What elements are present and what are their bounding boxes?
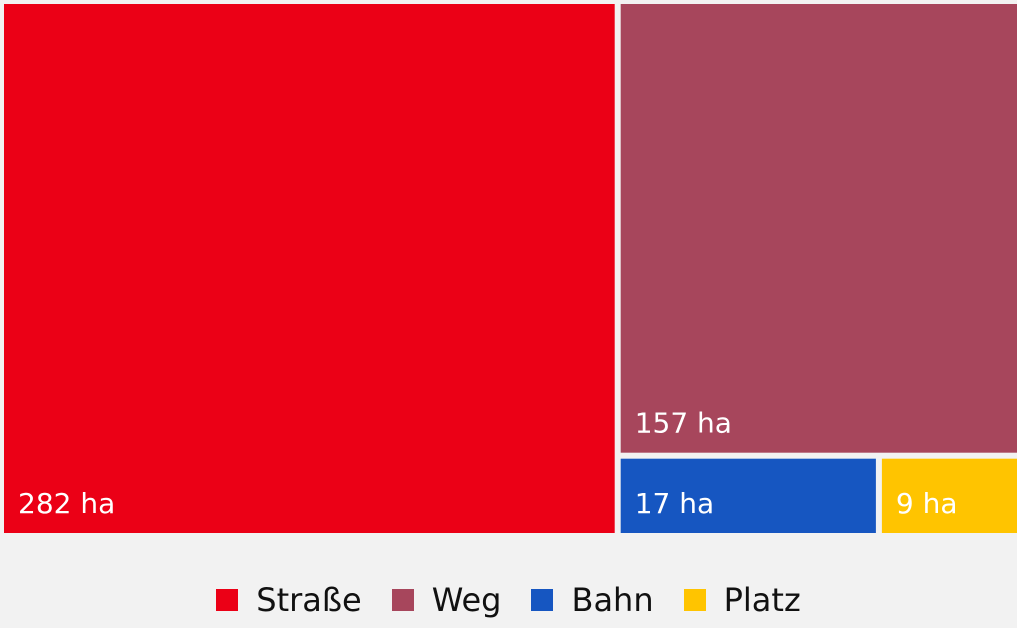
legend-label-strasse: Straße <box>256 581 362 619</box>
legend-item-weg: Weg <box>391 581 502 619</box>
treemap-tile-weg <box>620 4 1017 453</box>
tile-label-platz: 9 ha <box>896 487 958 520</box>
tile-label-strasse: 282 ha <box>18 487 115 520</box>
legend-swatch-platz <box>683 589 706 611</box>
legend-item-platz: Platz <box>683 581 801 619</box>
legend-item-strasse: Straße <box>216 581 362 619</box>
tile-label-weg: 157 ha <box>635 407 732 440</box>
legend-swatch-strasse <box>216 589 239 611</box>
legend-label-platz: Platz <box>723 581 801 619</box>
legend-item-bahn: Bahn <box>531 581 654 619</box>
legend-swatch-weg <box>391 589 414 611</box>
treemap-tile-platz <box>881 458 1017 533</box>
tile-label-bahn: 17 ha <box>635 487 714 520</box>
legend-label-bahn: Bahn <box>571 581 654 619</box>
legend-label-weg: Weg <box>431 581 502 619</box>
legend-swatch-bahn <box>531 589 554 611</box>
treemap-tile-bahn <box>620 458 876 533</box>
treemap-tile-strasse <box>4 4 615 533</box>
legend: Straße Weg Bahn Platz <box>0 572 1017 628</box>
